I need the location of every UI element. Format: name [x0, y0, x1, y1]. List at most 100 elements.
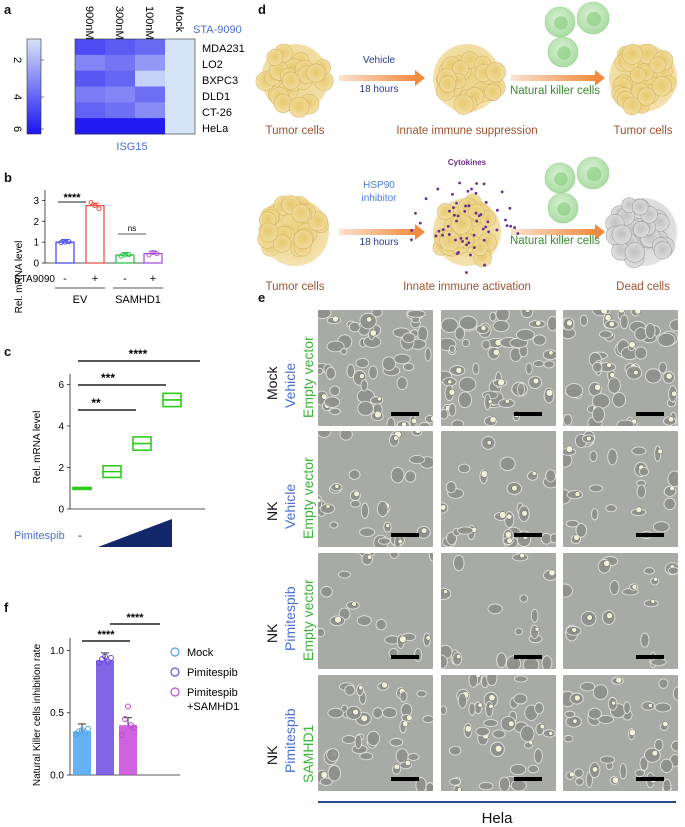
rounded-cell [572, 718, 578, 724]
cell-shape [658, 361, 668, 374]
cytokine-dot [484, 200, 488, 204]
rounded-cell [545, 389, 554, 397]
panel-b-sign: + [92, 273, 98, 285]
cytokine-dot [457, 250, 460, 254]
rounded-cell [631, 584, 638, 590]
cell-shape [597, 715, 615, 725]
cell-shape [541, 655, 553, 669]
cell-shape [663, 497, 676, 511]
cell-shape [605, 504, 617, 513]
cell-shape [563, 414, 573, 426]
panel-b-sign: + [150, 273, 156, 285]
scale-bar [391, 655, 419, 659]
legend-marker-mock [170, 647, 180, 657]
cell-shape [513, 693, 528, 705]
rounded-cell [486, 440, 492, 446]
rounded-cell [499, 511, 507, 519]
cell [291, 204, 311, 223]
cytokine-dot [504, 218, 507, 222]
panel-f-point [108, 654, 114, 661]
rounded-cell [609, 372, 615, 378]
cell-shape [448, 403, 457, 417]
cytokine-dot [458, 181, 462, 185]
rounded-cell [353, 490, 360, 497]
cell-shape [458, 463, 471, 474]
cell-shape [631, 446, 647, 456]
cytokine-dot [459, 236, 463, 240]
panel-b-point [96, 206, 102, 212]
rounded-cell [443, 589, 448, 594]
panel-f-chart: Natural Killer cells inhibition rate 0.0… [32, 612, 239, 786]
micrograph [563, 675, 678, 791]
cell-shape [527, 764, 539, 774]
scale-bar [514, 655, 542, 659]
row-label-c: Empty vector [300, 336, 316, 418]
heatmap-row-label: CT-26 [202, 107, 232, 119]
rounded-cell [603, 559, 611, 567]
legend-pimitespib: Pimitespib [187, 667, 238, 679]
rounded-cell [628, 341, 636, 349]
rounded-cell [358, 685, 364, 691]
cytokine-dot [448, 209, 451, 213]
scale-bar [514, 533, 542, 537]
rounded-cell [399, 635, 407, 643]
rounded-cell [393, 763, 400, 770]
cytokine-dot [410, 228, 414, 232]
panel-f-point [122, 715, 128, 722]
legend-marker-pimitespib [170, 667, 180, 677]
cytokine-dot [434, 234, 438, 238]
cytokine-dot [513, 226, 517, 229]
cell [629, 67, 646, 84]
cell-shape [547, 315, 556, 332]
rounded-cell [615, 676, 623, 684]
cell-shape [563, 735, 574, 743]
micrograph-background [318, 553, 433, 669]
arrow-head [595, 70, 605, 86]
cell-shape [587, 707, 602, 720]
cell-shape [445, 481, 457, 494]
cell-shape [441, 705, 447, 716]
cell-shape [389, 553, 399, 559]
panel-f-sig-2: **** [126, 612, 144, 624]
rounded-cell [508, 720, 515, 727]
row-label-a: NK [264, 623, 280, 643]
rounded-cell [367, 554, 373, 560]
cell-shape [320, 585, 333, 598]
cytokine-dot [465, 243, 468, 247]
cell-shape [580, 681, 596, 692]
cell-shape [667, 470, 678, 488]
scale-bar [391, 777, 419, 781]
heatmap-row-label: LO2 [202, 59, 223, 71]
colorbar-tick: 4 [11, 94, 23, 100]
cell [624, 242, 646, 263]
micrograph [441, 310, 556, 426]
cell-shape [525, 362, 533, 375]
cell-shape [318, 431, 332, 438]
heatmap-col-label: 900nM [83, 6, 95, 40]
cell [637, 87, 656, 106]
heatmap-cell [135, 86, 166, 103]
panel-b-tick-label: 0 [33, 259, 39, 270]
cell [450, 213, 472, 235]
rounded-cell [402, 720, 409, 728]
cell [453, 94, 474, 115]
rounded-cell [448, 389, 456, 396]
cell-shape [461, 338, 470, 348]
cell-shape [623, 701, 631, 715]
cytokine-dot [467, 204, 471, 208]
cell-shape [492, 320, 510, 333]
rounded-cell [535, 320, 542, 327]
heatmap-col-label: Mock [173, 6, 185, 33]
rounded-cell [334, 483, 340, 489]
cell-shape [563, 583, 573, 598]
panel-b-chart: Rel. mRNA level 0 1 2 3 **** ns STA9090 - +… [14, 190, 163, 313]
panel-b-point [154, 251, 160, 257]
cell-shape [522, 657, 540, 669]
rounded-cell [548, 731, 554, 736]
rounded-cell [539, 723, 546, 730]
heatmap-cell [75, 70, 106, 87]
panel-letter-a: a [4, 2, 12, 17]
nk-nucleus [586, 11, 602, 27]
mechanism-schematic: Tumor cells Vehicle 18 hours Innate immu… [255, 1, 677, 293]
rounded-cell [618, 310, 625, 314]
